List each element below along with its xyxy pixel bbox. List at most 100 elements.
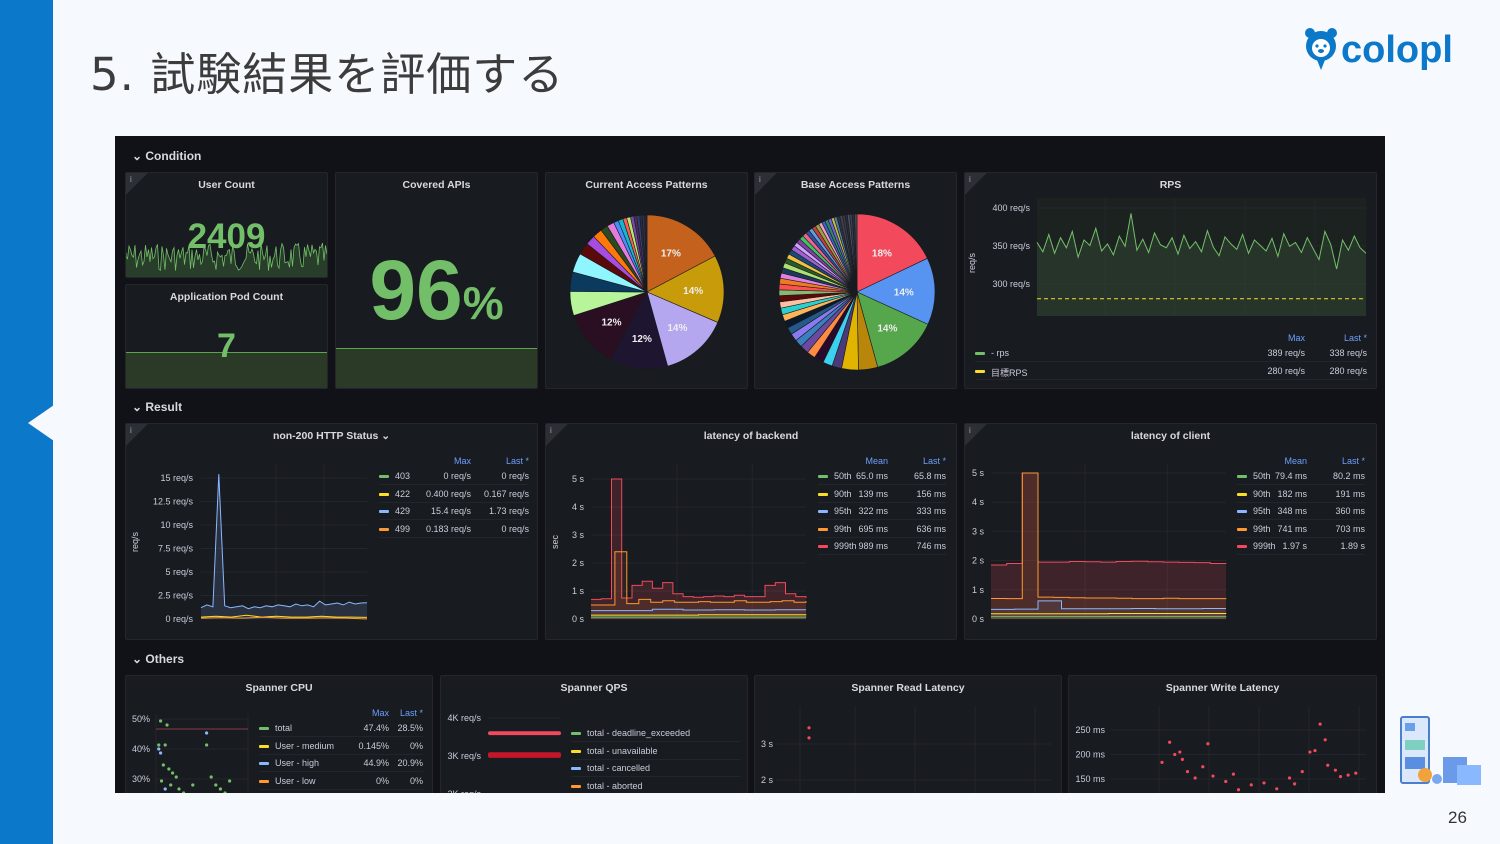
panel-title[interactable]: non-200 HTTP Status ⌄ xyxy=(272,430,391,442)
legend-row[interactable]: User - high 44.9% 20.9% xyxy=(259,755,423,772)
y-tick-label: 0 req/s xyxy=(165,614,193,624)
section-label: Others xyxy=(145,652,185,666)
section-others[interactable]: ⌄ Others xyxy=(132,652,185,666)
pie-slice-label: 12% xyxy=(632,334,652,345)
legend-column-header[interactable]: Mean xyxy=(865,456,888,466)
panel-spanner-write-latency[interactable]: Spanner Write Latency 250 ms 200 ms 150 ms xyxy=(1068,675,1377,793)
y-tick-label: 5 s xyxy=(972,468,985,478)
legend-column-header[interactable]: Max xyxy=(453,456,471,466)
panel-pod-count[interactable]: Application Pod Count 7 xyxy=(125,284,328,389)
legend-row[interactable]: total - unavailable xyxy=(571,743,741,760)
panel-spanner-read-latency[interactable]: Spanner Read Latency 3 s 2 s xyxy=(754,675,1062,793)
legend-column-header[interactable]: Max xyxy=(1287,333,1305,343)
series-band xyxy=(488,731,561,736)
legend-value: 989 ms xyxy=(858,541,888,551)
legend-value: 0.145% xyxy=(358,740,389,751)
legend-column-header[interactable]: Max xyxy=(371,708,389,718)
legend-row[interactable]: 99th 695 ms 636 ms xyxy=(818,521,946,538)
scatter-point xyxy=(191,783,195,787)
legend-row[interactable]: 99th 741 ms 703 ms xyxy=(1237,521,1365,538)
panel-non200-status[interactable]: i non-200 HTTP Status ⌄ 15 req/s 12.5 req… xyxy=(125,423,538,640)
panel-spanner-cpu[interactable]: Spanner CPU 50% 40% 30% Max Last * total 47.4… xyxy=(125,675,433,793)
panel-rps[interactable]: i RPS 400 req/s 350 req/s 300 req/s req/s M… xyxy=(964,172,1377,389)
legend-row[interactable]: 95th 348 ms 360 ms xyxy=(1237,503,1365,520)
series-color-swatch xyxy=(379,527,389,531)
scatter-point xyxy=(167,767,171,771)
legend-row[interactable]: 429 15.4 req/s 1.73 req/s xyxy=(379,503,529,520)
y-axis-label: sec xyxy=(550,535,560,550)
legend-row[interactable]: total 47.4% 28.5% xyxy=(259,720,423,737)
panel-covered-apis[interactable]: Covered APIs 96% xyxy=(335,172,538,389)
legend-column-header[interactable]: Last * xyxy=(505,456,529,466)
y-axis-label: req/s xyxy=(967,252,977,273)
info-icon[interactable]: i xyxy=(126,424,148,446)
legend-series-name: 95th xyxy=(1253,506,1271,516)
legend-value: 139 ms xyxy=(858,488,888,499)
legend-column-header[interactable]: Last * xyxy=(1341,456,1365,466)
scatter-point xyxy=(1326,763,1330,767)
legend-table: Max Last * total 47.4% 28.5% User - medium 0.1… xyxy=(259,708,423,793)
info-icon[interactable]: i xyxy=(546,424,568,446)
legend-row[interactable]: total - cancelled xyxy=(571,760,741,777)
info-icon[interactable]: i xyxy=(965,424,987,446)
info-icon[interactable]: i xyxy=(755,173,777,195)
panel-latency-client[interactable]: i latency of client 5 s 4 s 3 s 2 s 1 s 0 s M… xyxy=(964,423,1377,640)
legend-value: 636 ms xyxy=(916,523,946,534)
legend-row[interactable]: 403 0 req/s 0 req/s xyxy=(379,468,529,485)
y-tick-label: 50% xyxy=(132,714,150,724)
legend-row[interactable]: User - low 0% 0% xyxy=(259,773,423,790)
legend-value: 156 ms xyxy=(916,488,946,499)
series-line xyxy=(200,616,368,620)
series-color-swatch xyxy=(379,492,389,496)
legend-column-header[interactable]: Last * xyxy=(1343,333,1367,343)
legend-row[interactable]: total - deadline_exceeded xyxy=(571,725,741,742)
svg-text:colopl: colopl xyxy=(1341,29,1453,71)
pie-slice xyxy=(856,291,929,368)
legend-series-name: - rps xyxy=(991,348,1009,358)
pie-slice xyxy=(646,255,725,323)
panel-current-access-patterns[interactable]: Current Access Patterns 17% 14% 14% 12% 12% xyxy=(545,172,748,389)
panel-spanner-qps[interactable]: Spanner QPS 4K req/s 3K req/s 2K req/s tot… xyxy=(440,675,748,793)
section-result[interactable]: ⌄ Result xyxy=(132,400,183,414)
panel-user-count[interactable]: i User Count 2409 xyxy=(125,172,328,278)
legend-row[interactable]: 999th 1.97 s 1.89 s xyxy=(1237,538,1365,555)
scatter-point xyxy=(1224,779,1228,784)
series-color-swatch xyxy=(818,510,828,513)
section-condition[interactable]: ⌄ Condition xyxy=(132,149,202,163)
legend-table: total - deadline_exceeded total - unavail… xyxy=(571,713,741,793)
series-color-swatch xyxy=(1237,492,1247,496)
legend-row[interactable]: 422 0.400 req/s 0.167 req/s xyxy=(379,486,529,503)
legend-series-name: 95th xyxy=(834,506,852,516)
series-color-swatch xyxy=(571,784,581,788)
legend-value: 44.9% xyxy=(363,758,389,768)
y-tick-label: 3 s xyxy=(761,739,774,749)
legend-row[interactable]: total - aborted xyxy=(571,778,741,794)
panel-latency-backend[interactable]: i latency of backend 5 s 4 s 3 s 2 s 1 s 0 s s… xyxy=(545,423,957,640)
legend-row[interactable]: 90th 139 ms 156 ms xyxy=(818,486,946,503)
legend-row[interactable]: User - medium 0.145% 0% xyxy=(259,738,423,755)
legend-column-header[interactable]: Last * xyxy=(399,708,423,718)
legend-row[interactable]: 50th 79.4 ms 80.2 ms xyxy=(1237,468,1365,485)
legend-row[interactable]: 95th 322 ms 333 ms xyxy=(818,503,946,520)
info-icon[interactable]: i xyxy=(965,173,987,195)
legend-row[interactable]: 90th 182 ms 191 ms xyxy=(1237,486,1365,503)
legend-row[interactable]: 50th 65.0 ms 65.8 ms xyxy=(818,468,946,485)
panel-title: Spanner QPS xyxy=(560,682,628,694)
legend-value: 0.183 req/s xyxy=(425,523,471,534)
y-tick-label: 1 s xyxy=(572,586,585,596)
legend-column-header[interactable]: Mean xyxy=(1284,456,1307,466)
legend-value: 741 ms xyxy=(1277,523,1307,534)
legend-column-header[interactable]: Last * xyxy=(922,456,946,466)
scatter-point xyxy=(159,751,163,755)
legend-row[interactable]: - rps 389 req/s 338 req/s xyxy=(975,345,1367,362)
scatter-point xyxy=(165,723,169,727)
pie-slice xyxy=(856,257,936,325)
panel-base-access-patterns[interactable]: i Base Access Patterns 18% 14% 14% xyxy=(754,172,957,389)
scatter-point xyxy=(1313,748,1317,753)
legend-row[interactable]: 999th 989 ms 746 ms xyxy=(818,538,946,555)
info-icon[interactable]: i xyxy=(126,173,148,195)
legend-row[interactable]: 目標RPS 280 req/s 280 req/s xyxy=(975,363,1367,380)
panel-title: Spanner Write Latency xyxy=(1165,682,1280,694)
legend-row[interactable]: 499 0.183 req/s 0 req/s xyxy=(379,521,529,538)
stat-value: 2409 xyxy=(187,217,266,256)
